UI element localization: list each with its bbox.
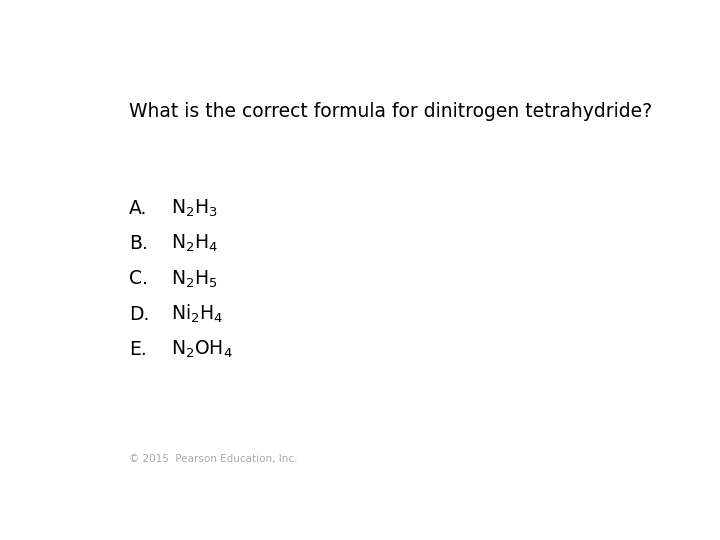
Text: $\mathregular{N}_{2}\mathregular{OH}_{4}$: $\mathregular{N}_{2}\mathregular{OH}_{4}… [171,339,233,360]
Text: © 2015  Pearson Education, Inc.: © 2015 Pearson Education, Inc. [129,454,297,464]
Text: $\mathregular{Ni}_{2}\mathregular{H}_{4}$: $\mathregular{Ni}_{2}\mathregular{H}_{4}… [171,303,223,326]
Text: D.: D. [129,305,150,324]
Text: A.: A. [129,199,148,218]
Text: $\mathregular{N}_{2}\mathregular{H}_{4}$: $\mathregular{N}_{2}\mathregular{H}_{4}$ [171,233,218,254]
Text: E.: E. [129,340,147,359]
Text: What is the correct formula for dinitrogen tetrahydride?: What is the correct formula for dinitrog… [129,102,652,121]
Text: C.: C. [129,269,148,288]
Text: $\mathregular{N}_{2}\mathregular{H}_{5}$: $\mathregular{N}_{2}\mathregular{H}_{5}$ [171,268,217,289]
Text: B.: B. [129,234,148,253]
Text: $\mathregular{N}_{2}\mathregular{H}_{3}$: $\mathregular{N}_{2}\mathregular{H}_{3}$ [171,198,217,219]
